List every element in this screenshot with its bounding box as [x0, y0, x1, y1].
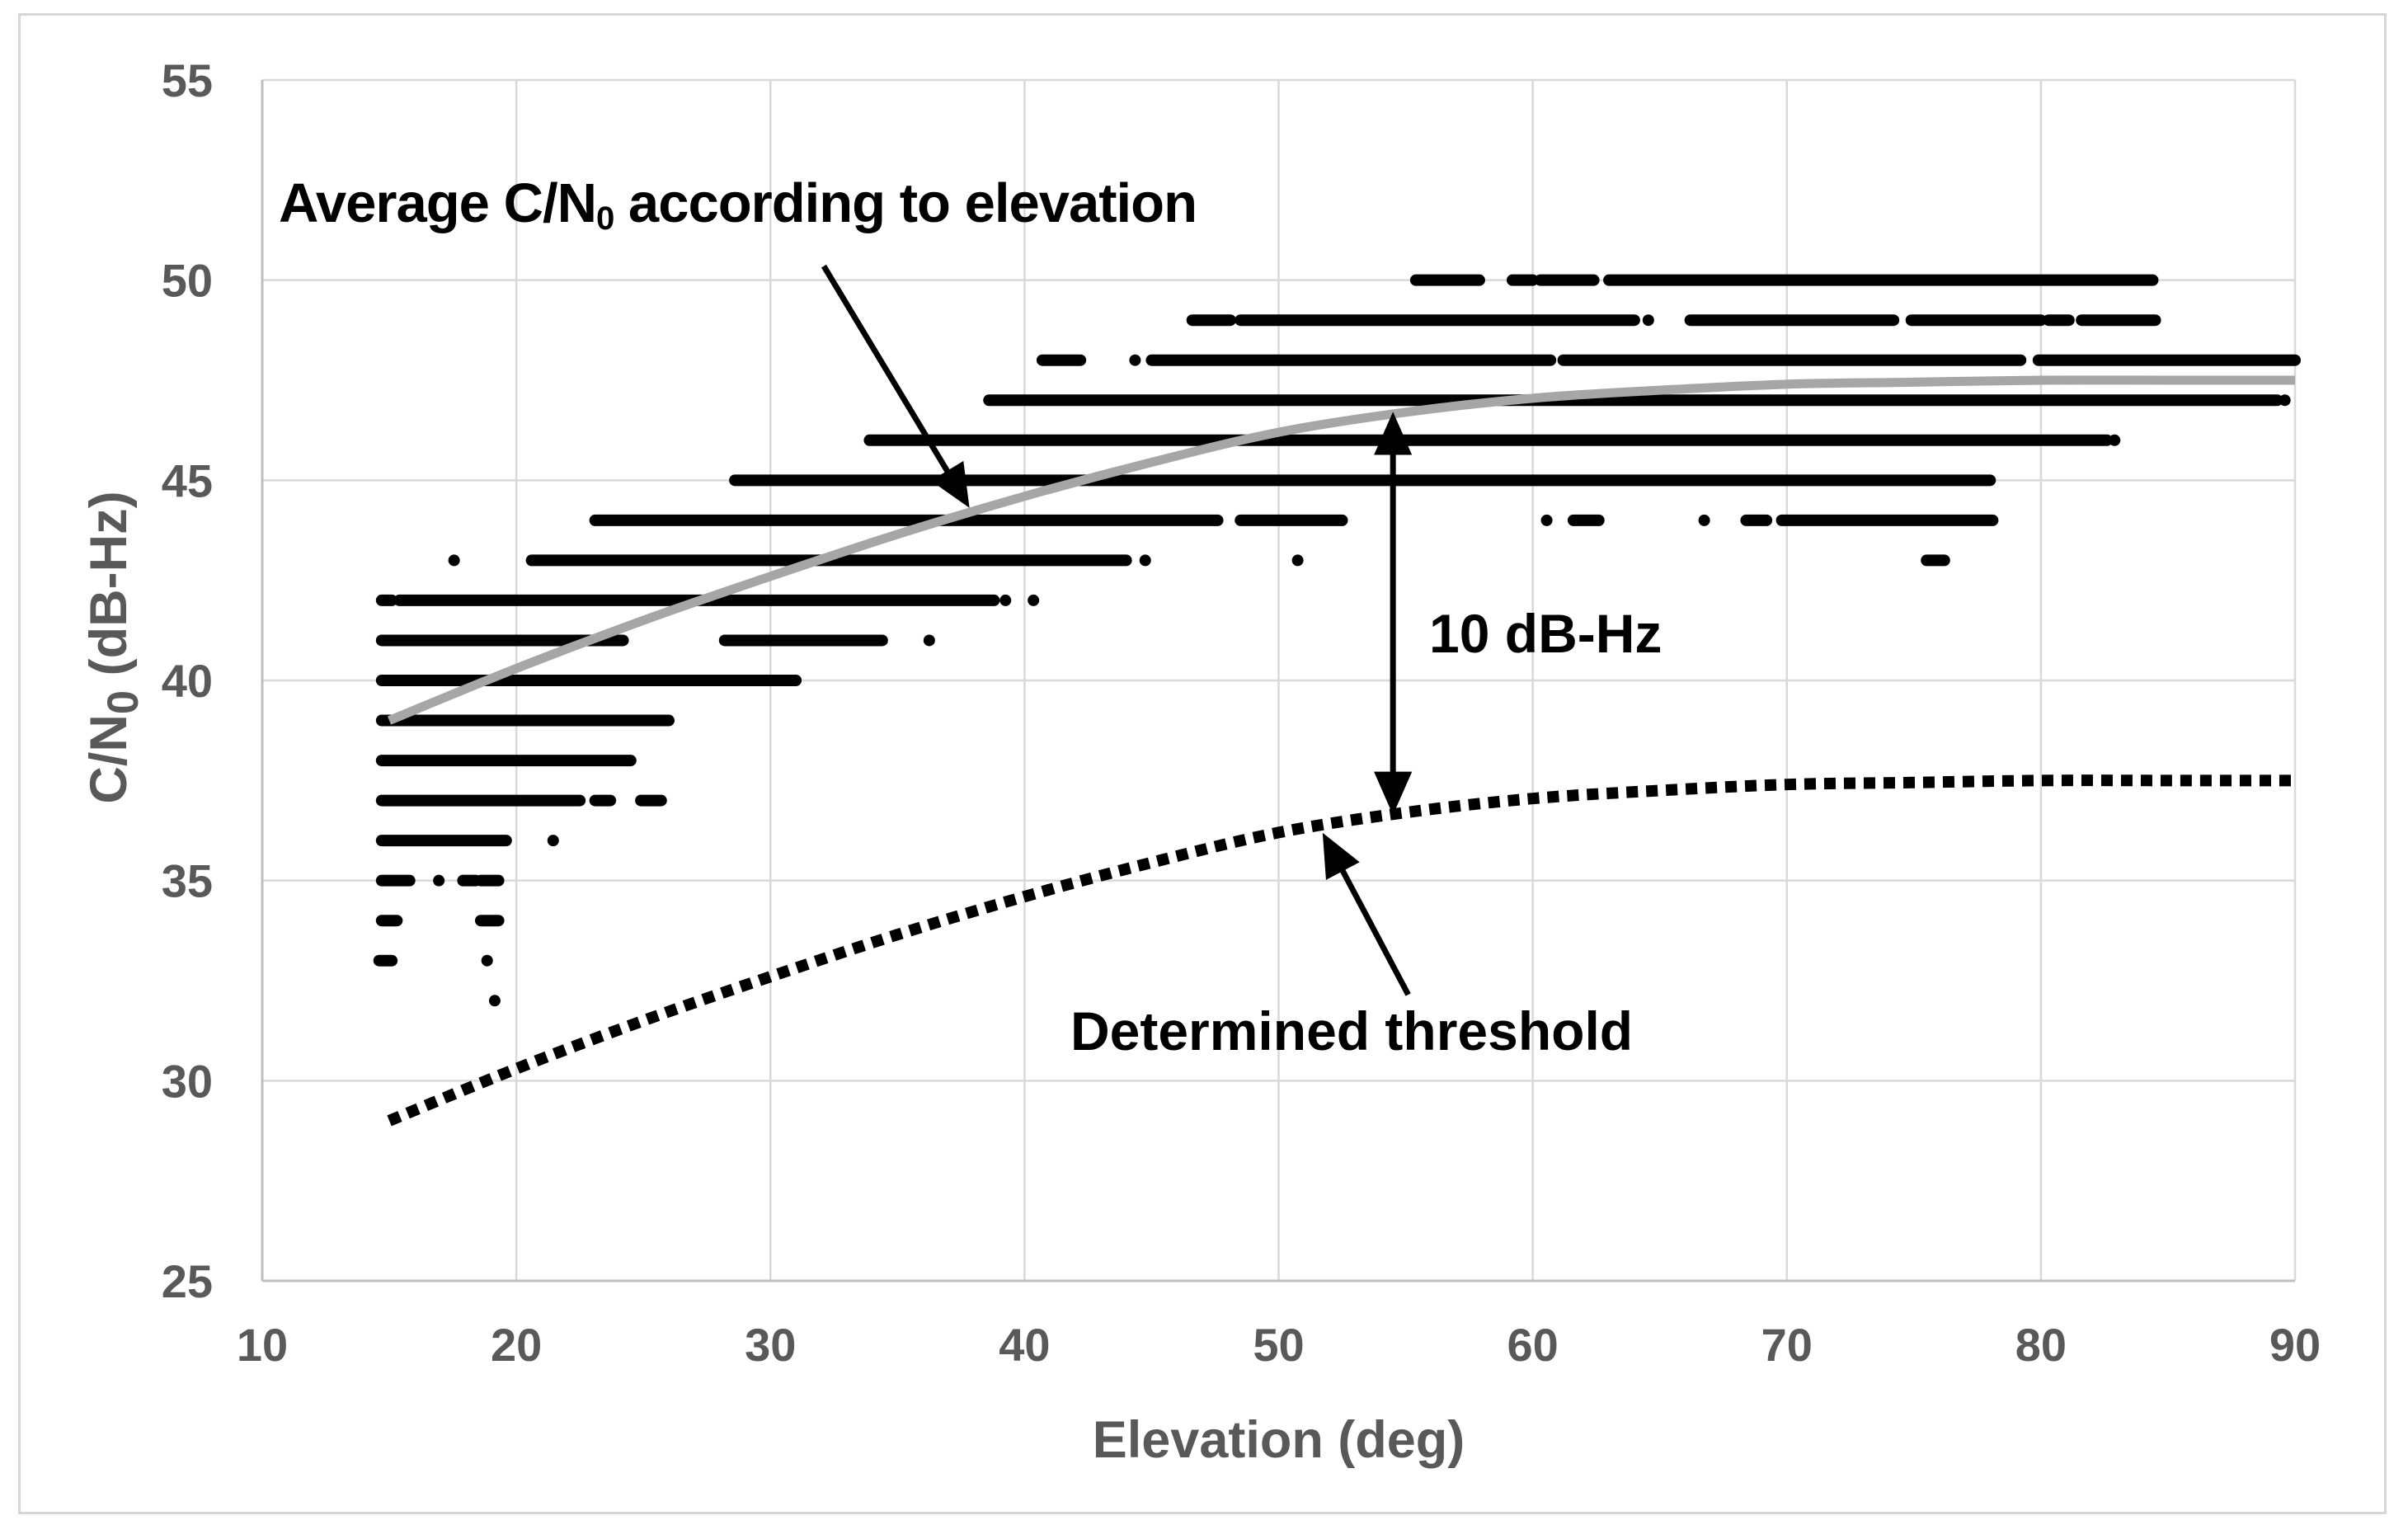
x-tick-label: 50 [1253, 1319, 1304, 1371]
annotation-average-prefix: Average C/N [279, 172, 597, 234]
annotation-average-label: Average C/N0 according to elevation [279, 172, 1197, 237]
scatter-points [373, 274, 2301, 1007]
x-tick-label: 70 [1761, 1319, 1813, 1371]
y-tick-label: 25 [162, 1255, 213, 1307]
x-tick-label: 30 [745, 1319, 796, 1371]
y-tick-label: 45 [162, 454, 213, 506]
axis-lines [261, 80, 2295, 1282]
y-axis-title-prefix: C/N [80, 714, 139, 804]
y-tick-label: 35 [162, 855, 213, 907]
x-tick-label: 60 [1507, 1319, 1558, 1371]
threshold-arrow [1322, 832, 1411, 996]
x-tick-labels: 10 20 30 40 50 60 70 80 90 [237, 1319, 2321, 1371]
y-tick-label: 30 [162, 1055, 213, 1107]
annotation-offset-label: 10 dB-Hz [1429, 603, 1663, 664]
avg-arrow [821, 264, 970, 508]
x-tick-label: 40 [999, 1319, 1050, 1371]
x-tick-label: 10 [237, 1319, 288, 1371]
average-curve [387, 375, 2295, 725]
x-tick-label: 80 [2015, 1319, 2067, 1371]
annotation-average-suffix: according to elevation [614, 172, 1197, 234]
y-tick-label: 50 [162, 255, 213, 307]
x-tick-label: 90 [2269, 1319, 2321, 1371]
y-axis-title-subscript: 0 [98, 689, 148, 715]
y-axis-title: C/N0 (dB-Hz) [79, 491, 148, 803]
y-tick-labels: 25 30 35 40 45 50 55 [162, 54, 213, 1307]
y-axis-title-suffix: (dB-Hz) [80, 491, 139, 690]
annotation-threshold-label: Determined threshold [1070, 1000, 1634, 1061]
x-tick-label: 20 [491, 1319, 542, 1371]
y-tick-label: 55 [162, 54, 213, 106]
gridlines [262, 78, 2297, 1281]
x-axis-title: Elevation (deg) [1092, 1411, 1465, 1469]
y-tick-label: 40 [162, 655, 213, 707]
annotation-average-subscript: 0 [595, 199, 614, 237]
threshold-curve [387, 774, 2295, 1127]
